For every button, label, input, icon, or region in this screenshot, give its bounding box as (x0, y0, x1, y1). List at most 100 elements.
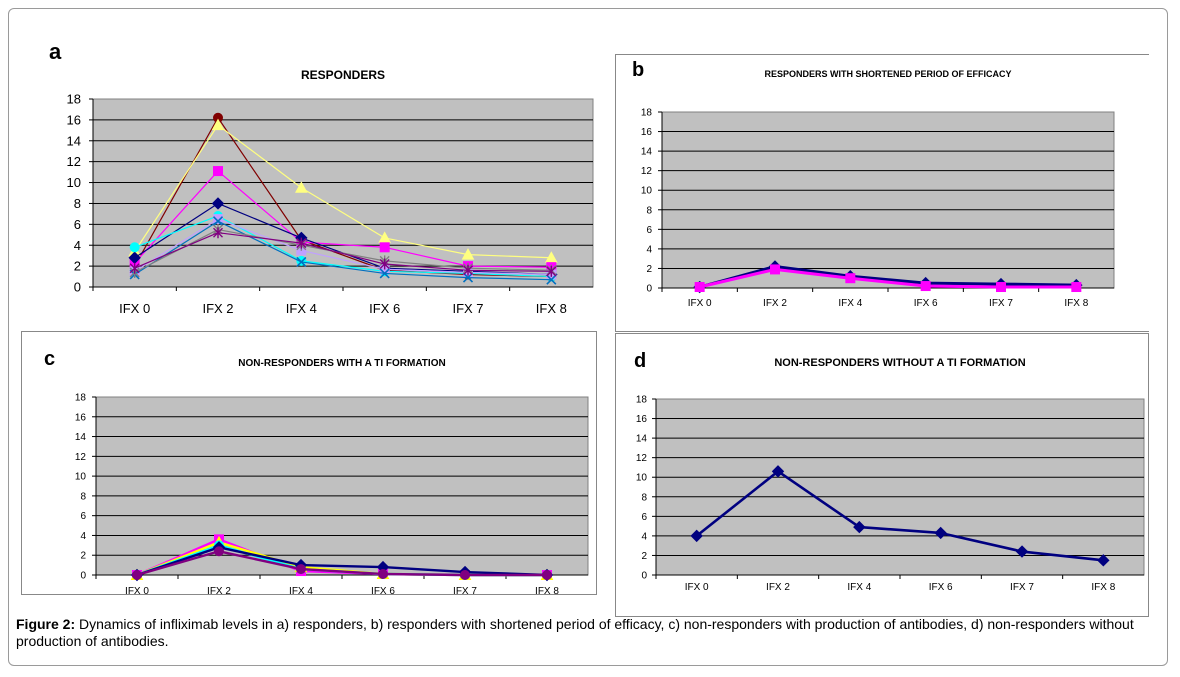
x-tick-label-c: IFX 0 (125, 586, 149, 597)
data-point-a-patient-9 (463, 264, 473, 276)
y-tick-label-a: 14 (67, 133, 81, 148)
x-tick-label-d: IFX 6 (929, 582, 953, 593)
chart-c: NON-RESPONDERS WITH A TI FORMATION 0 2 4 6 8 1… (75, 358, 589, 597)
data-point-b-patient-2 (694, 282, 705, 293)
x-tick-label-d: IFX 0 (685, 582, 709, 593)
x-tick-label-b: IFX 0 (688, 298, 712, 309)
data-point-d-patient-1 (690, 529, 703, 543)
y-tick-label-b: 18 (641, 108, 653, 119)
data-point-a-patient-5 (129, 242, 140, 253)
chart-title-c: NON-RESPONDERS WITH A TI FORMATION (238, 358, 445, 369)
data-point-a-patient-2 (461, 248, 475, 260)
data-point-c-patient-5 (132, 570, 142, 580)
x-tick-label-d: IFX 8 (1091, 582, 1115, 593)
y-tick-label-b: 4 (646, 244, 652, 255)
y-tick-label-d: 4 (641, 531, 647, 542)
y-tick-label-b: 8 (646, 205, 652, 216)
chart-title-d: NON-RESPONDERS WITHOUT A TI FORMATION (774, 357, 1025, 369)
data-point-d-patient-1 (853, 520, 866, 534)
data-point-d-patient-1 (1097, 554, 1110, 567)
y-tick-label-d: 10 (636, 473, 648, 484)
y-tick-label-c: 12 (75, 452, 87, 463)
x-tick-label-b: IFX 4 (838, 298, 862, 309)
y-tick-label-c: 2 (80, 551, 86, 562)
data-point-b-patient-2 (1071, 282, 1082, 293)
data-point-a-patient-6 (213, 214, 223, 225)
series-line-b-patient-1 (699, 264, 1077, 289)
series-line-c-patient-5 (136, 550, 547, 577)
series-line-a-patient-3 (134, 170, 552, 268)
plot-area-d (655, 398, 1145, 576)
data-point-a-patient-2 (294, 181, 308, 193)
series-line-a-patient-2 (134, 124, 552, 259)
y-tick-label-b: 10 (641, 186, 653, 197)
data-point-c-patient-5 (214, 546, 224, 557)
y-tick-label-b: 6 (646, 225, 652, 236)
data-point-a-patient-7 (212, 216, 224, 227)
y-tick-label-c: 6 (80, 511, 86, 522)
x-tick-label-a: IFX 4 (286, 301, 317, 316)
x-tick-label-b: IFX 2 (763, 298, 787, 309)
figure-frame: a RESPONDERS 0 2 4 6 8 10 12 14 16 18 IFX 0 IFX 2 IFX… (8, 8, 1168, 666)
y-tick-label-b: 2 (646, 264, 652, 275)
y-tick-label-d: 2 (641, 551, 647, 562)
x-tick-label-c: IFX 6 (371, 586, 395, 597)
data-point-b-patient-2 (996, 282, 1006, 293)
y-tick-label-c: 14 (75, 432, 87, 443)
data-point-b-patient-2 (920, 281, 931, 292)
x-tick-label-c: IFX 7 (453, 586, 477, 597)
y-tick-label-a: 10 (67, 175, 81, 190)
panel-c: c NON-RESPONDERS WITH A TI FORMATION 0 2 4 6… (21, 331, 597, 597)
chart-d: NON-RESPONDERS WITHOUT A TI FORMATION 0 2 4… (636, 357, 1145, 593)
y-tick-label-c: 18 (75, 393, 87, 404)
y-tick-label-d: 12 (636, 453, 648, 464)
panel-label-d: d (634, 350, 647, 372)
panel-label-b: b (632, 59, 645, 81)
y-tick-label-d: 14 (636, 434, 648, 445)
y-tick-label-b: 0 (646, 284, 652, 295)
y-tick-label-c: 10 (75, 472, 87, 483)
chart-a: RESPONDERS 0 2 4 6 8 10 12 14 16 18 IFX 0 IFX 2 IFX 4… (67, 68, 594, 316)
data-point-c-patient-5 (296, 564, 306, 575)
x-tick-label-c: IFX 8 (535, 586, 559, 597)
y-tick-label-c: 8 (80, 491, 86, 502)
x-tick-label-a: IFX 8 (536, 301, 567, 316)
panel-label-a: a (49, 39, 62, 64)
data-point-a-patient-7 (379, 268, 390, 279)
x-tick-label-b: IFX 7 (989, 298, 1013, 309)
y-tick-label-b: 14 (641, 147, 653, 158)
data-point-a-patient-7 (296, 256, 307, 267)
series-line-a-patient-9 (134, 232, 552, 272)
x-tick-label-c: IFX 2 (207, 586, 231, 597)
data-point-d-patient-1 (771, 465, 785, 478)
data-point-c-patient-5 (542, 570, 552, 580)
y-tick-label-b: 12 (641, 166, 653, 177)
x-tick-label-b: IFX 6 (914, 298, 938, 309)
series-line-a-patient-6 (134, 218, 552, 276)
data-point-d-patient-1 (934, 526, 947, 540)
data-point-d-patient-1 (1015, 545, 1029, 558)
x-tick-label-a: IFX 0 (119, 301, 150, 316)
series-line-b-patient-2 (699, 267, 1077, 289)
data-point-a-patient-4 (211, 197, 225, 210)
data-point-c-patient-5 (460, 570, 470, 580)
data-point-a-patient-9 (213, 227, 223, 239)
y-tick-label-a: 16 (67, 112, 81, 127)
chart-b: RESPONDERS WITH SHORTENED PERIOD OF EFFI… (641, 69, 1115, 309)
panel-d: d NON-RESPONDERS WITHOUT A TI FORMATION 0… (615, 333, 1149, 617)
y-tick-label-a: 12 (67, 154, 81, 169)
panel-b: b RESPONDERS WITH SHORTENED PERIOD OF EF… (615, 54, 1149, 332)
figure-caption: Figure 2: Dynamics of infliximab levels … (16, 616, 1156, 650)
chart-title-b: RESPONDERS WITH SHORTENED PERIOD OF EFFI… (764, 69, 1011, 79)
data-point-a-patient-7 (462, 272, 474, 283)
panel-a: a RESPONDERS 0 2 4 6 8 10 12 14 16 18 IFX 0 IFX 2 IFX… (21, 17, 594, 322)
caption-label: Figure 2: (16, 616, 76, 632)
chart-title-a: RESPONDERS (301, 68, 385, 82)
data-point-a-patient-7 (546, 274, 557, 285)
y-tick-label-a: 18 (67, 92, 81, 107)
x-tick-label-c: IFX 4 (289, 586, 313, 597)
y-tick-label-c: 4 (80, 531, 86, 542)
x-tick-label-a: IFX 7 (452, 301, 483, 316)
panel-label-c: c (44, 348, 56, 370)
x-tick-label-a: IFX 6 (369, 301, 400, 316)
